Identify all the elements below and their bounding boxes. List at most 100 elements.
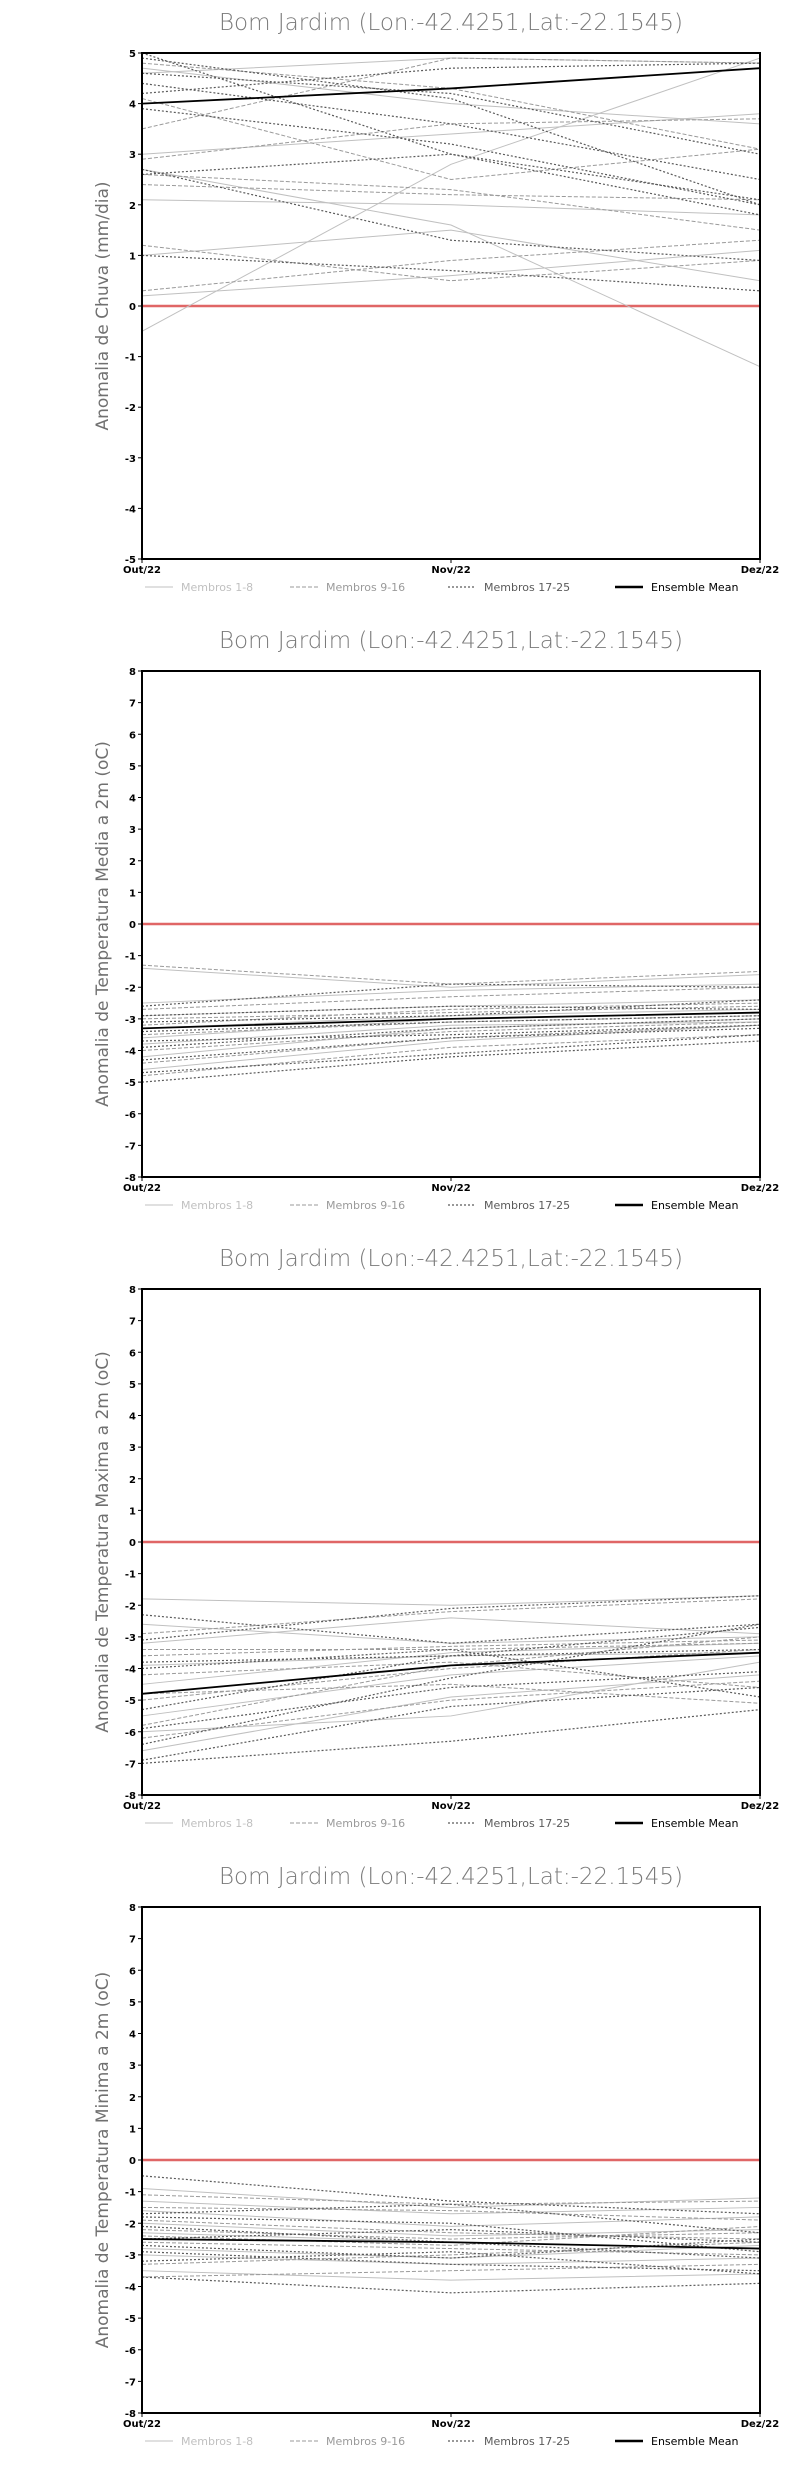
y-tick-label: -6: [125, 1728, 136, 1739]
chart-panel-0: Bom Jardim (Lon:-42.4251,Lat:-22.1545) An…: [93, 10, 779, 594]
member-line: [141, 2203, 761, 2234]
y-tick-label: -1: [125, 353, 136, 364]
member-line: [141, 98, 761, 181]
y-tick-label: 3: [129, 825, 136, 836]
y-tick-label: 7: [129, 1317, 136, 1328]
y-tick-label: -6: [125, 1110, 136, 1121]
y-tick-label: -1: [125, 952, 136, 963]
member-line: [141, 2175, 761, 2215]
member-line: [141, 1642, 761, 1685]
ensemble-mean-line: [141, 1011, 761, 1030]
member-line: [141, 1595, 761, 1641]
member-line: [141, 2251, 761, 2275]
y-tick-label: 5: [129, 1998, 136, 2009]
y-tick-label: -8: [125, 2409, 136, 2420]
member-line: [141, 1015, 761, 1033]
y-tick-label: -3: [125, 1633, 136, 1644]
y-axis-label: Anomalia de Temperatura Maxima a 2m (oC): [93, 1351, 113, 1733]
x-tick-label: Out/22: [123, 1183, 161, 1194]
member-line: [141, 967, 761, 988]
plot-frame: [141, 1906, 761, 2414]
legend-label: Membros 9-16: [326, 581, 405, 594]
y-tick-label: 5: [129, 1380, 136, 1391]
member-line: [141, 2219, 761, 2240]
member-line: [141, 964, 761, 985]
y-tick-label: 1: [129, 2124, 136, 2135]
y-tick-label: -5: [125, 555, 136, 566]
plot-frame: [141, 670, 761, 1178]
y-tick-label: 5: [129, 762, 136, 773]
chart-title: Bom Jardim (Lon:-42.4251,Lat:-22.1545): [219, 1864, 683, 1890]
legend-label: Membros 1-8: [181, 2435, 253, 2448]
member-line: [141, 2270, 761, 2281]
y-tick-label: 0: [129, 302, 136, 313]
y-tick-label: 1: [129, 1506, 136, 1517]
member-line: [141, 2229, 761, 2240]
legend-label: Membros 17-25: [484, 2435, 570, 2448]
y-tick-label: 4: [129, 1412, 136, 1423]
x-tick-label: Nov/22: [431, 1801, 470, 1812]
legend-label: Membros 1-8: [181, 1817, 253, 1830]
y-tick-label: 0: [129, 2156, 136, 2167]
x-tick-label: Out/22: [123, 2419, 161, 2430]
member-line: [141, 1034, 761, 1074]
member-line: [141, 72, 761, 155]
member-line: [141, 244, 761, 282]
legend-label: Ensemble Mean: [651, 1199, 738, 1212]
y-tick-label: 8: [129, 1903, 136, 1914]
y-axis-label: Anomalia de Chuva (mm/dia): [93, 181, 113, 430]
chart-title: Bom Jardim (Lon:-42.4251,Lat:-22.1545): [219, 10, 683, 36]
member-line: [141, 1021, 761, 1045]
legend-label: Ensemble Mean: [651, 2435, 738, 2448]
member-line: [141, 82, 761, 181]
y-tick-label: 0: [129, 920, 136, 931]
x-tick-label: Out/22: [123, 565, 161, 576]
member-line: [141, 999, 761, 1023]
y-tick-label: -7: [125, 1141, 136, 1152]
y-tick-label: -2: [125, 983, 136, 994]
y-tick-label: -2: [125, 403, 136, 414]
y-tick-label: -3: [125, 2251, 136, 2262]
member-line: [141, 1024, 761, 1070]
member-line: [141, 2238, 761, 2259]
member-line: [141, 2222, 761, 2237]
chart-title: Bom Jardim (Lon:-42.4251,Lat:-22.1545): [219, 1246, 683, 1272]
x-tick-label: Nov/22: [431, 565, 470, 576]
member-line: [141, 1040, 761, 1083]
y-tick-label: -6: [125, 2346, 136, 2357]
member-line: [141, 2251, 761, 2272]
member-line: [141, 1027, 761, 1061]
member-line: [141, 1617, 761, 1644]
y-tick-label: -1: [125, 1570, 136, 1581]
member-line: [141, 168, 761, 368]
x-tick-label: Dez/22: [741, 1801, 780, 1812]
y-tick-label: 8: [129, 1285, 136, 1296]
member-line: [141, 2241, 761, 2256]
member-line: [141, 2225, 761, 2246]
member-line: [141, 1005, 761, 1020]
member-line: [141, 1661, 761, 1733]
y-tick-label: -4: [125, 1665, 136, 1676]
legend-label: Membros 17-25: [484, 1199, 570, 1212]
y-tick-label: 6: [129, 1966, 136, 1977]
legend-label: Membros 17-25: [484, 581, 570, 594]
member-line: [141, 1024, 761, 1042]
member-line: [141, 983, 761, 1004]
member-line: [141, 1623, 761, 1644]
y-tick-label: -2: [125, 2219, 136, 2230]
ensemble-mean-line: [141, 1651, 761, 1695]
member-line: [141, 1005, 761, 1017]
member-line: [141, 249, 761, 297]
member-line: [141, 986, 761, 1010]
member-line: [141, 67, 761, 125]
member-line: [141, 1024, 761, 1064]
plot-frame: [141, 1288, 761, 1796]
member-line: [141, 168, 761, 262]
y-tick-label: -4: [125, 2283, 136, 2294]
y-tick-label: 6: [129, 730, 136, 741]
y-tick-label: 7: [129, 699, 136, 710]
legend-label: Membros 9-16: [326, 2435, 405, 2448]
member-line: [141, 1018, 761, 1048]
y-tick-label: -3: [125, 1015, 136, 1026]
